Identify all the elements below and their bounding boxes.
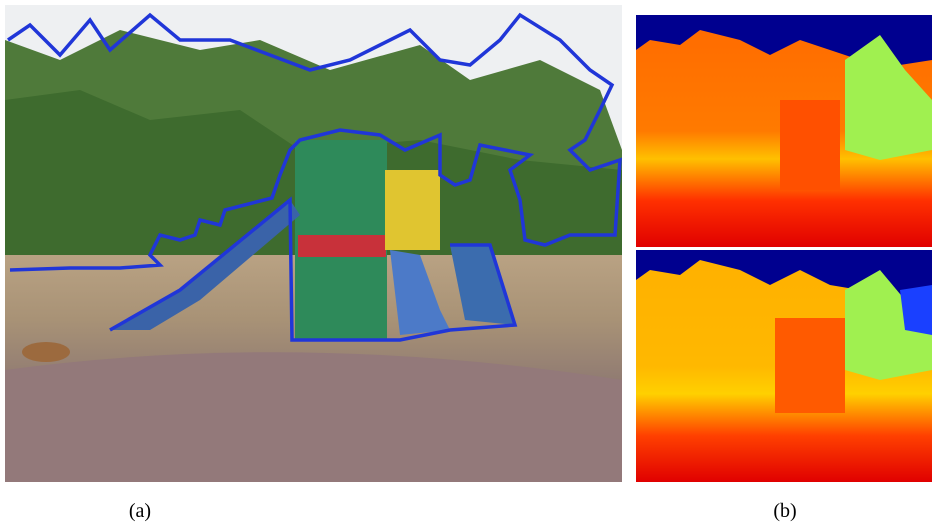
photo: [5, 5, 622, 482]
panel-caption: (b): [773, 500, 796, 522]
figure: (a) (b): [0, 0, 936, 526]
panel-caption: (a): [129, 500, 151, 522]
page: (a) (b) (() => { const data = JSON.parse…: [0, 0, 936, 526]
depth-maps: [636, 15, 932, 482]
